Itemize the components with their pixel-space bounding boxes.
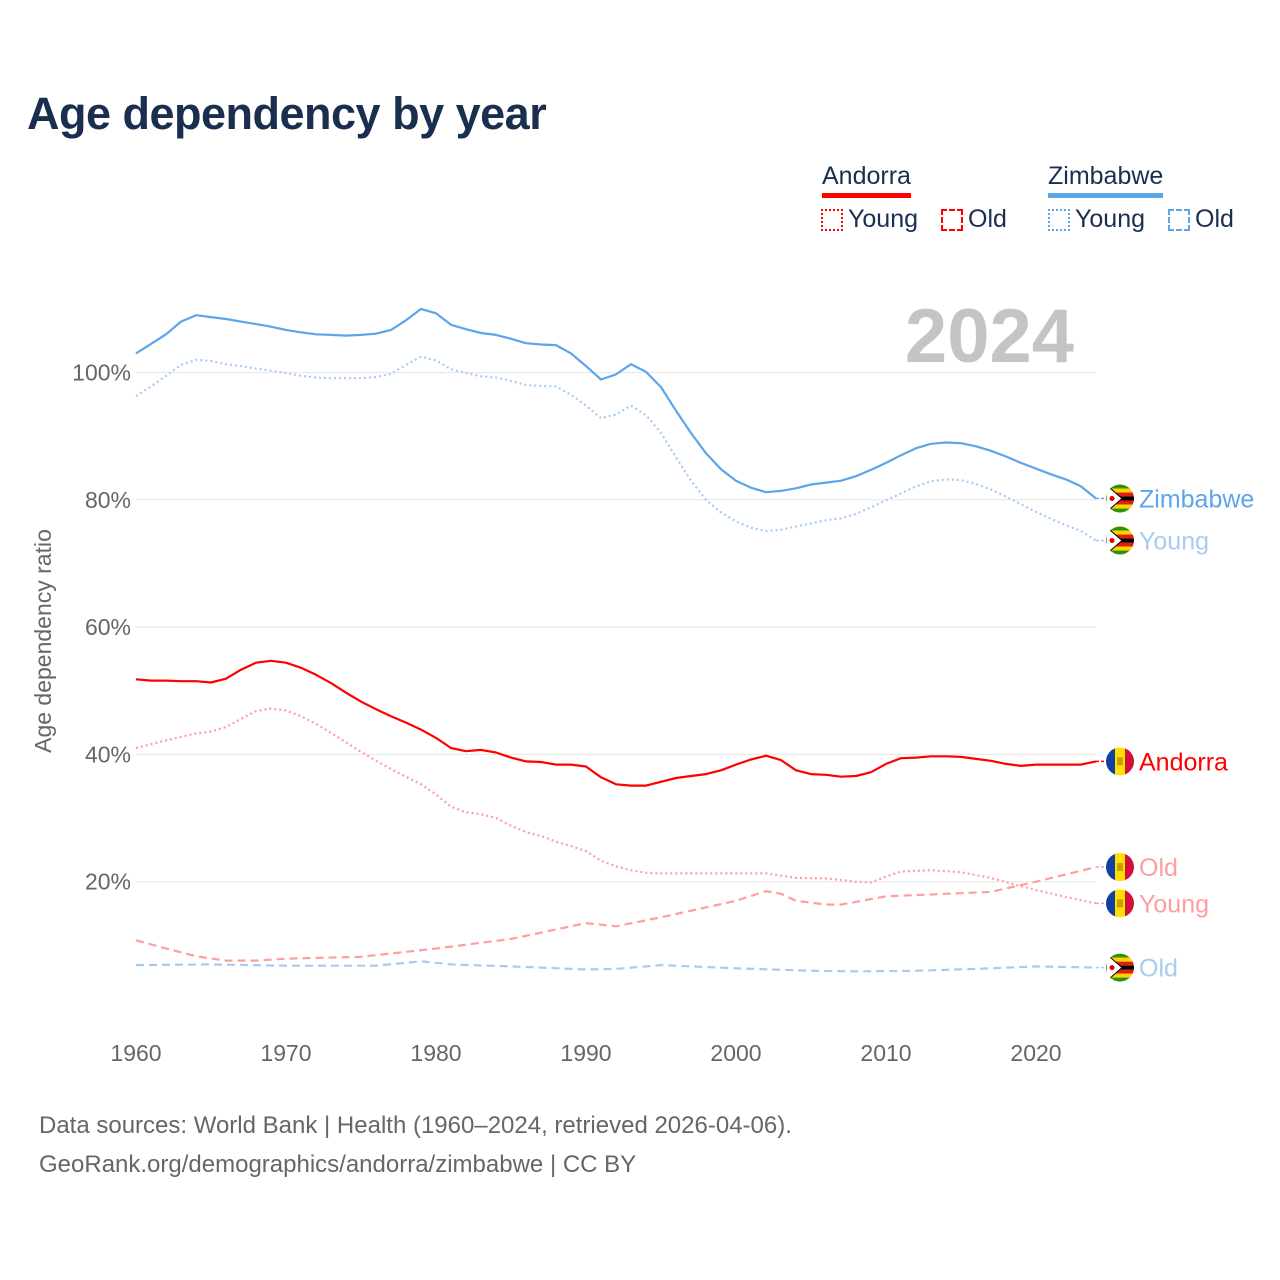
x-tick-label: 2010 [860,1040,911,1066]
y-tick-label: 40% [85,741,131,767]
flag-stripe [1125,853,1134,882]
flag-stripe [1115,889,1125,918]
legend-andorra[interactable]: Andorra [822,162,911,198]
data-source: Data sources: World Bank | Health (1960–… [39,1112,792,1139]
series-line-zimbabwe-young [135,355,1097,542]
flag-stripe [1106,953,1134,958]
y-axis-label: Age dependency ratio [30,529,56,753]
legend-andorra-old[interactable]: Old [941,205,1007,234]
flag-stripe [1125,747,1134,776]
dotted-swatch-icon [1048,208,1070,231]
x-tick-label: 2000 [710,1040,761,1066]
footer: Data sources: World Bank | Health (1960–… [39,1106,792,1184]
legend-zimbabwe-young[interactable]: Young [1048,205,1145,234]
flag-stripe [1106,496,1134,501]
legend-label: Old [1195,205,1234,233]
end-label: Old [1139,854,1178,882]
zimbabwe-flag-icon [1106,526,1134,555]
y-tick-label: 60% [85,614,131,640]
flag-star [1109,965,1115,971]
flag-stripe [1106,508,1134,513]
flag-stripe [1106,488,1134,493]
zimbabwe-flag-icon [1106,484,1134,513]
flag-stripe [1106,977,1134,982]
series-line-zimbabwe-old [135,960,1097,973]
end-label: Old [1139,955,1178,983]
y-tick-label: 100% [72,360,131,386]
legend-zimbabwe[interactable]: Zimbabwe [1048,162,1164,198]
flag-body [1106,484,1134,513]
andorra-flag-icon [1106,889,1134,918]
flag-triangle [1106,526,1123,555]
zimbabwe-flag-icon [1106,953,1134,982]
x-tick-label: 1990 [560,1040,611,1066]
flag-stripe [1106,500,1134,505]
end-label: Young [1139,890,1209,918]
flag-stripe [1106,492,1134,497]
y-tick-label: 20% [85,869,131,895]
flag-stripe [1106,889,1116,918]
series-line-zimbabwe [135,307,1097,500]
legend-label: Old [968,205,1007,233]
series-line-andorra-old [135,866,1097,962]
flag-stripe [1106,542,1134,547]
flag-stripe [1106,957,1134,962]
x-tick-label: 1960 [110,1040,161,1066]
legend-andorra-young[interactable]: Young [821,205,918,234]
andorra-flag-icon [1106,853,1134,882]
end-label: Andorra [1139,748,1228,776]
flag-stripe [1106,530,1134,535]
flag-stripe [1106,504,1134,509]
year-annotation: 2024 [905,294,1074,379]
flag-star [1109,496,1115,502]
legend-zimbabwe-old[interactable]: Old [1168,205,1234,234]
flag-body [1106,526,1134,555]
legend-label: Young [1075,205,1145,233]
flag-stripe [1106,969,1134,974]
flag-stripe [1115,747,1125,776]
flag-triangle [1106,484,1123,513]
flag-triangle [1106,953,1123,982]
flag-stripe [1106,546,1134,551]
flag-stripe [1106,484,1134,489]
end-label: Young [1139,528,1209,556]
flag-stripe [1106,965,1134,970]
x-tick-label: 1970 [260,1040,311,1066]
flag-stripe [1106,747,1116,776]
flag-stripe [1106,550,1134,555]
source-link[interactable]: GeoRank.org/demographics/andorra/zimbabw… [39,1151,637,1178]
dashed-swatch-icon [1168,208,1190,231]
flag-stripe [1125,889,1134,918]
legend-label: Young [848,205,918,233]
flag-body [1106,889,1134,918]
chart-title: Age dependency by year [27,88,547,139]
flag-stripe [1106,538,1134,543]
flag-body [1106,953,1134,982]
flag-stripe [1115,853,1125,882]
flag-body [1106,747,1134,776]
x-tick-label: 1980 [410,1040,461,1066]
flag-emblem [1117,899,1123,908]
x-tick-label: 2020 [1010,1040,1061,1066]
flag-stripe [1106,973,1134,978]
andorra-flag-icon [1106,747,1134,776]
series-line-andorra [135,659,1097,787]
flag-star [1109,538,1115,544]
flag-stripe [1106,961,1134,966]
series-line-andorra-young [135,707,1097,905]
flag-stripe [1106,534,1134,539]
flag-emblem [1117,863,1123,872]
flag-stripe [1106,853,1116,882]
flag-body [1106,853,1134,882]
flag-stripe [1106,526,1134,531]
dashed-swatch-icon [941,208,963,231]
flag-emblem [1117,757,1123,766]
dotted-swatch-icon [821,208,843,231]
end-label: Zimbabwe [1139,486,1254,514]
y-tick-label: 80% [85,487,131,513]
